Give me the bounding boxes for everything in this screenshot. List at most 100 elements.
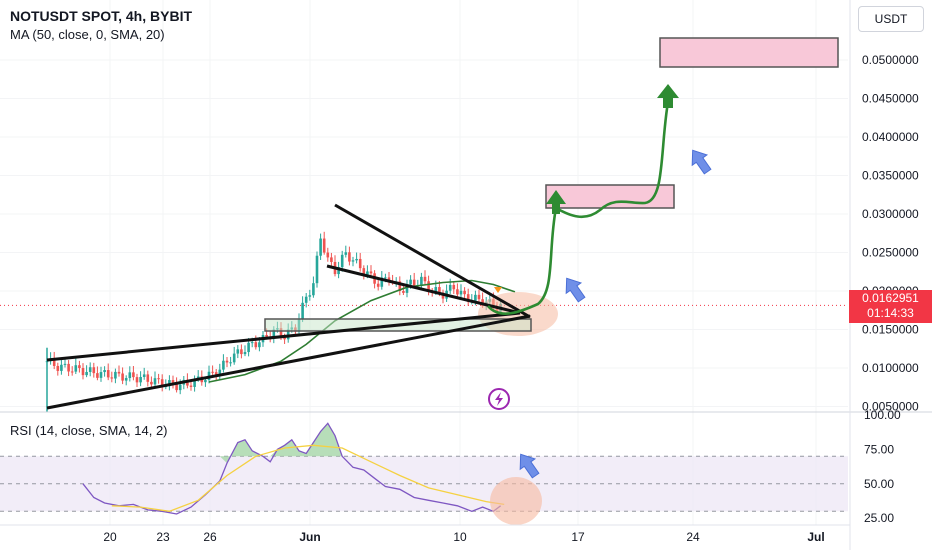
candle-body bbox=[157, 378, 160, 380]
candle-body bbox=[477, 294, 481, 300]
candle-body bbox=[369, 271, 373, 274]
candle-body bbox=[74, 365, 78, 372]
trendline bbox=[334, 203, 531, 319]
candle-body bbox=[146, 374, 150, 382]
candle-body bbox=[466, 294, 470, 302]
price-tick-label: 0.0050000 bbox=[862, 400, 919, 414]
candle-body bbox=[319, 238, 322, 256]
candle-body bbox=[337, 267, 340, 275]
time-tick-label: 26 bbox=[203, 530, 217, 544]
candle-body bbox=[355, 258, 358, 261]
candle-body bbox=[240, 349, 243, 355]
price-tick-label: 0.0250000 bbox=[862, 246, 919, 260]
rsi-overbought-fill bbox=[219, 439, 263, 464]
candle-body bbox=[243, 352, 247, 355]
price-tick-label: 0.0150000 bbox=[862, 323, 919, 337]
rsi-highlight-circle bbox=[490, 477, 542, 525]
candle-body bbox=[218, 369, 222, 377]
candle-body bbox=[81, 368, 85, 376]
candle-body bbox=[124, 378, 128, 381]
candle-body bbox=[196, 376, 200, 379]
candle-body bbox=[135, 377, 139, 383]
candle-body bbox=[456, 289, 459, 295]
candle-body bbox=[265, 334, 268, 337]
lightning-icon bbox=[488, 388, 510, 410]
candle-body bbox=[106, 370, 110, 378]
candle-body bbox=[412, 279, 416, 286]
candle-body bbox=[110, 377, 114, 379]
candle-body bbox=[448, 284, 452, 291]
candle-body bbox=[312, 283, 315, 296]
time-tick-label: 23 bbox=[156, 530, 170, 544]
candle-body bbox=[168, 380, 171, 387]
candle-body bbox=[211, 371, 214, 373]
candle-body bbox=[423, 276, 427, 282]
rsi-tick-label: 25.00 bbox=[864, 511, 894, 525]
candle-body bbox=[301, 302, 304, 320]
up-arrow-icon bbox=[546, 190, 566, 214]
currency-button[interactable]: USDT bbox=[858, 6, 924, 32]
candle-body bbox=[351, 260, 355, 262]
candle-body bbox=[132, 372, 135, 378]
price-tick-label: 0.0450000 bbox=[862, 92, 919, 106]
candle-body bbox=[96, 373, 99, 378]
candle-body bbox=[384, 277, 387, 279]
rsi-tick-label: 100.00 bbox=[864, 408, 901, 422]
candle-body bbox=[117, 371, 121, 374]
candle-body bbox=[250, 342, 254, 344]
candle-body bbox=[103, 370, 106, 373]
candle-body bbox=[348, 252, 351, 262]
candle-body bbox=[236, 349, 240, 354]
candle-body bbox=[358, 258, 362, 269]
time-tick-label: 20 bbox=[103, 530, 117, 544]
rsi-tick-label: 75.00 bbox=[864, 442, 894, 456]
price-tick-label: 0.0400000 bbox=[862, 130, 919, 144]
candle-body bbox=[362, 268, 366, 275]
candle-body bbox=[254, 342, 258, 348]
candle-body bbox=[160, 379, 164, 388]
candle-body bbox=[171, 380, 175, 385]
candle-body bbox=[474, 294, 477, 301]
candle-body bbox=[175, 384, 178, 391]
candle-body bbox=[366, 271, 369, 275]
rsi-legend[interactable]: RSI (14, close, SMA, 14, 2) bbox=[10, 423, 168, 438]
candle-body bbox=[142, 374, 146, 377]
rsi-lines bbox=[82, 422, 542, 525]
rsi-band bbox=[0, 455, 848, 512]
candle-body bbox=[70, 371, 74, 373]
candle-body bbox=[409, 279, 412, 285]
candle-body bbox=[178, 384, 182, 391]
blue-arrow-icon bbox=[519, 453, 540, 479]
candle-body bbox=[376, 283, 380, 287]
candle-body bbox=[222, 360, 225, 370]
candle-body bbox=[344, 252, 348, 255]
time-tick-label: 17 bbox=[571, 530, 585, 544]
projection-path bbox=[487, 101, 670, 315]
candle-body bbox=[67, 363, 70, 372]
candle-body bbox=[128, 372, 132, 379]
candle-body bbox=[330, 257, 333, 262]
rsi-ma-line bbox=[111, 444, 505, 512]
candle-body bbox=[438, 287, 441, 293]
candle-body bbox=[315, 255, 319, 284]
ma-legend[interactable]: MA (50, close, 0, SMA, 20) bbox=[10, 27, 165, 42]
candle-body bbox=[434, 287, 438, 292]
trendline bbox=[46, 311, 521, 362]
candle-body bbox=[304, 296, 308, 303]
up-arrow-icon bbox=[657, 84, 679, 108]
price-tick-label: 0.0300000 bbox=[862, 207, 919, 221]
candle-body bbox=[56, 365, 60, 371]
candle-body bbox=[153, 378, 157, 385]
candle-body bbox=[121, 373, 124, 381]
candle-body bbox=[60, 364, 63, 371]
candle-body bbox=[380, 277, 384, 287]
candle-body bbox=[326, 252, 330, 258]
candle-body bbox=[204, 379, 207, 383]
time-tick-label: 24 bbox=[686, 530, 700, 544]
candle-body bbox=[420, 276, 423, 286]
target-box-2 bbox=[659, 37, 839, 68]
candle-body bbox=[459, 290, 463, 295]
chart-title: NOTUSDT SPOT, 4h, BYBIT bbox=[10, 8, 193, 24]
